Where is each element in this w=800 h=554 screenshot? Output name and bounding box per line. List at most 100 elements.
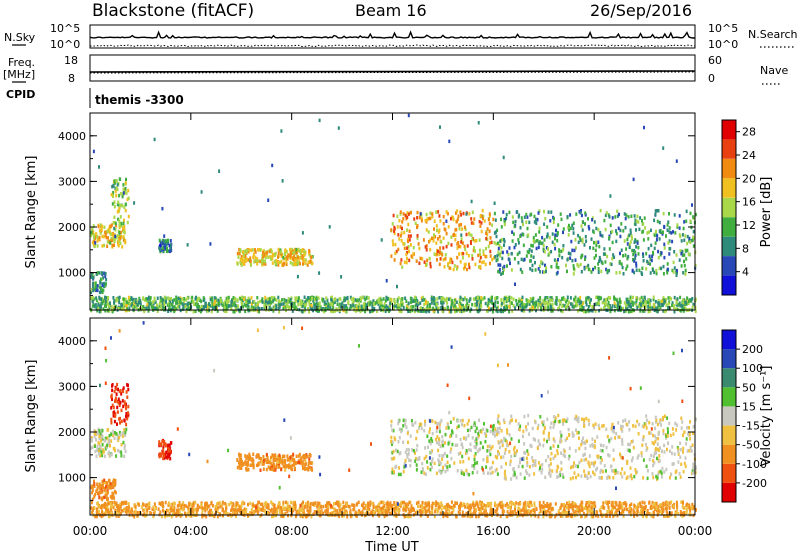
power-cell bbox=[588, 227, 591, 231]
velocity-cell bbox=[671, 445, 674, 449]
power-cell bbox=[673, 213, 676, 217]
power-cell bbox=[633, 259, 636, 263]
power-cell bbox=[607, 300, 610, 305]
velocity-cell bbox=[682, 433, 684, 438]
power-cell bbox=[327, 304, 330, 309]
power-cell bbox=[399, 210, 402, 214]
velocity-cell bbox=[442, 467, 445, 472]
velocity-cell bbox=[252, 465, 255, 470]
power-cell bbox=[553, 258, 556, 262]
power-cell bbox=[98, 306, 101, 310]
power-cell bbox=[468, 232, 471, 237]
power-cell bbox=[351, 301, 354, 305]
power-cell bbox=[252, 305, 255, 310]
power-cell bbox=[682, 298, 684, 302]
velocity-cell bbox=[640, 451, 643, 455]
power-cell bbox=[623, 309, 626, 313]
velocity-cell bbox=[278, 457, 281, 461]
power-cell bbox=[574, 295, 577, 300]
velocity-cell bbox=[586, 476, 589, 481]
velocity-cell bbox=[509, 459, 512, 463]
power-cell bbox=[320, 307, 323, 311]
power-cell bbox=[558, 298, 561, 303]
power-cell bbox=[489, 249, 492, 254]
power-cell bbox=[682, 226, 685, 231]
velocity-cell bbox=[554, 416, 557, 420]
velocity-cell bbox=[554, 454, 557, 458]
power-cell bbox=[259, 259, 262, 264]
power-cell bbox=[672, 260, 675, 265]
power-cell bbox=[613, 301, 616, 305]
power-cell bbox=[418, 261, 421, 265]
velocity-cell bbox=[655, 474, 658, 479]
power-cell bbox=[419, 256, 422, 261]
power-cell bbox=[541, 235, 544, 240]
power-cell bbox=[456, 255, 459, 260]
power-cell bbox=[309, 296, 312, 300]
power-cell bbox=[465, 212, 468, 216]
power-cell bbox=[267, 255, 270, 259]
power-cell bbox=[227, 295, 230, 300]
velocity-cell bbox=[659, 418, 662, 422]
velocity-cell bbox=[509, 462, 512, 467]
power-cell bbox=[118, 295, 121, 300]
power-cell bbox=[126, 197, 129, 202]
velocity-cell bbox=[594, 460, 597, 465]
power-cell bbox=[557, 265, 560, 270]
power-cell bbox=[561, 309, 564, 314]
power-cell bbox=[525, 220, 528, 224]
power-cell bbox=[311, 261, 314, 266]
power-cell bbox=[246, 249, 249, 253]
power-cell bbox=[103, 234, 106, 239]
power-cell bbox=[297, 261, 300, 265]
velocity-cell bbox=[311, 468, 314, 472]
power-cell bbox=[163, 295, 166, 300]
velocity-cell bbox=[496, 427, 499, 431]
power-cell bbox=[635, 303, 638, 307]
power-cell bbox=[669, 247, 672, 251]
velocity-cell bbox=[121, 431, 124, 435]
power-cell bbox=[673, 266, 676, 270]
power-cell bbox=[634, 250, 637, 254]
velocity-cell bbox=[236, 458, 239, 462]
velocity-cell bbox=[591, 461, 594, 466]
power-cell bbox=[123, 231, 126, 235]
power-cell bbox=[653, 218, 656, 223]
power-cell bbox=[610, 262, 613, 267]
power-cell bbox=[120, 224, 123, 228]
velocity-cell bbox=[454, 443, 457, 447]
velocity-cell bbox=[599, 448, 602, 453]
power-cell bbox=[562, 244, 565, 248]
power-cell bbox=[214, 306, 217, 310]
velocity-cell bbox=[407, 452, 410, 456]
freq-tick-bottom: 8 bbox=[68, 72, 75, 85]
power-cell bbox=[444, 253, 447, 257]
power-cell bbox=[496, 296, 499, 300]
velocity-cell bbox=[621, 475, 624, 479]
noise-tick-right-bottom: 10^0 bbox=[708, 38, 738, 51]
velocity-cell bbox=[536, 446, 539, 451]
power-cell bbox=[392, 307, 395, 311]
power-cell bbox=[554, 233, 557, 237]
velocity-cell bbox=[547, 437, 550, 442]
power-cell bbox=[440, 298, 443, 303]
power-cell bbox=[278, 305, 281, 309]
power-cell bbox=[281, 179, 284, 183]
velocity-cell bbox=[684, 464, 687, 469]
velocity-cell bbox=[122, 386, 125, 390]
power-cell bbox=[339, 297, 342, 301]
velocity-cell bbox=[123, 443, 126, 448]
power-cell bbox=[225, 309, 228, 314]
power-cell bbox=[629, 231, 632, 236]
velocity-cell bbox=[614, 436, 616, 440]
power-cell bbox=[105, 296, 108, 301]
power-cell bbox=[188, 301, 191, 306]
velocity-cell bbox=[167, 503, 170, 507]
velocity-cell bbox=[326, 510, 329, 514]
power-cell bbox=[465, 251, 468, 256]
velocity-cell bbox=[407, 514, 410, 519]
power-cell bbox=[169, 243, 172, 247]
velocity-cell bbox=[677, 460, 680, 464]
velocity-cell bbox=[163, 456, 166, 460]
velocity-cell bbox=[610, 436, 613, 441]
